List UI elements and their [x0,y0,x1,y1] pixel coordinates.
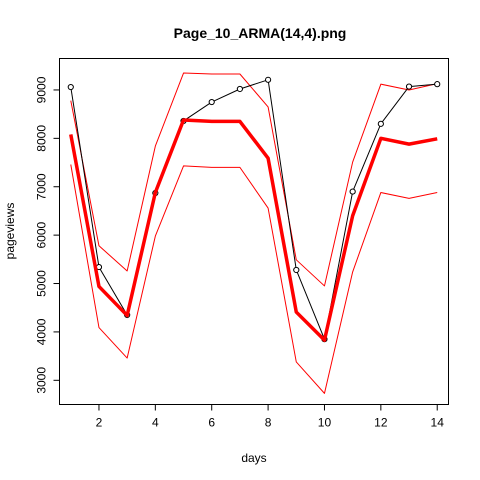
x-tick-label: 8 [265,416,272,430]
data-point-actual [349,188,356,195]
data-point-actual [236,85,244,93]
x-tick-label: 4 [152,416,159,430]
x-tick-label: 14 [431,416,445,430]
y-tick-label: 6000 [35,221,49,248]
y-axis-label: pageviews [3,203,17,260]
x-tick-label: 6 [208,416,215,430]
data-point-actual [377,120,384,127]
x-axis-label: days [241,451,266,465]
y-axis: 3000 4000 5000 6000 7000 8000 9000 [35,76,60,394]
y-tick-label: 5000 [35,270,49,297]
series-line-lower-bound [70,164,438,394]
data-point-actual [405,83,413,90]
data-point-actual [293,266,300,274]
x-tick-label: 2 [96,416,103,430]
series-layer [67,72,441,394]
series-line-forecast [69,118,438,342]
x-tick-label: 12 [374,416,388,430]
chart-title: Page_10_ARMA(14,4).png [174,25,347,41]
data-point-actual [434,81,441,88]
x-tick-label: 10 [318,416,332,430]
data-point-actual [67,83,74,91]
series-line-actual [70,79,438,340]
y-tick-label: 9000 [35,76,49,103]
y-tick-label: 7000 [35,173,49,200]
x-axis: 2 4 6 8 10 12 14 [96,404,445,430]
data-point-actual [208,98,215,106]
plot-frame [59,58,449,405]
y-tick-label: 3000 [35,367,49,394]
data-point-actual [264,76,272,83]
y-tick-label: 4000 [35,318,49,345]
y-tick-label: 8000 [35,125,49,152]
series-line-upper-bound [70,72,438,287]
